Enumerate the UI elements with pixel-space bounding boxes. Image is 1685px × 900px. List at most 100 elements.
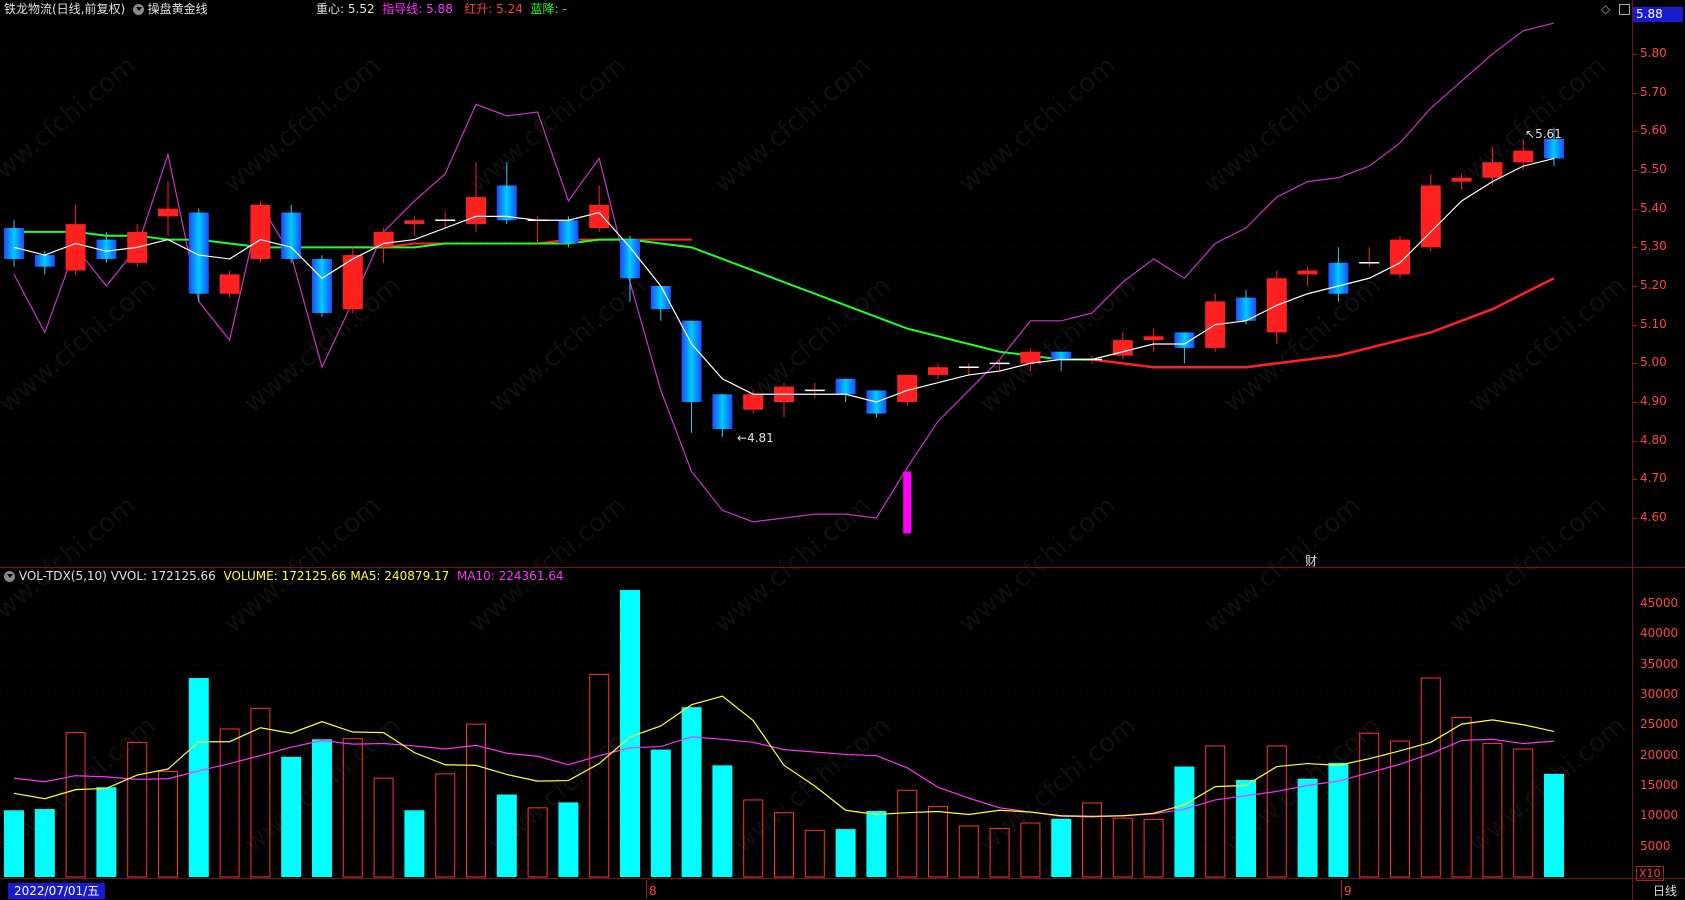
maximize-icon[interactable] — [1619, 4, 1630, 15]
volume-bar-up — [342, 738, 363, 878]
volume-bar-down — [1544, 773, 1564, 877]
volume-bar-up — [804, 829, 825, 878]
volume-bar-up — [219, 728, 240, 878]
price-chart[interactable] — [0, 0, 1633, 568]
volume-bar-up — [435, 773, 456, 878]
diamond-icon[interactable]: ◇ — [1601, 2, 1611, 16]
candle-up — [1020, 351, 1041, 364]
month-9-tick — [1341, 880, 1342, 898]
candle-down — [620, 239, 640, 279]
volume-bar-up — [158, 770, 178, 878]
indicator-dropdown-icon[interactable] — [132, 4, 144, 15]
axis-divider — [1632, 0, 1633, 900]
volume-bar-up — [743, 799, 764, 878]
volume-bar-down — [34, 809, 55, 877]
candle-down — [4, 228, 24, 259]
volume-bar-down — [496, 794, 517, 877]
candle-up — [1390, 239, 1410, 275]
price-tick-label: 5.60 — [1640, 123, 1667, 138]
volume-tick-label: 30000 — [1640, 687, 1679, 701]
price-tick-mark — [1633, 324, 1637, 326]
candle-up — [928, 367, 948, 375]
volume-bar-up — [774, 812, 794, 878]
moving-average-line — [13, 157, 1555, 403]
candle-up — [250, 204, 271, 259]
candle-down — [681, 320, 702, 402]
volume-bar-down — [681, 707, 702, 877]
volume-tick-label: 20000 — [1640, 747, 1679, 762]
candle-down — [34, 255, 55, 267]
candle-up — [1143, 336, 1164, 341]
period-label[interactable]: 日线 — [1652, 884, 1677, 898]
candle-up — [342, 255, 363, 310]
volume-bar-up — [127, 741, 148, 878]
stock-title[interactable]: 铁龙物流(日线,前复权) — [4, 2, 126, 16]
ma5-value: 240879.17 — [384, 569, 450, 583]
volume-tick-label: 5000 — [1640, 838, 1671, 853]
start-date: 2022/07/01/五 — [8, 883, 106, 899]
volume-bar-down — [1297, 778, 1318, 877]
price-tick-mark — [1633, 440, 1637, 442]
volume-bar-up — [589, 673, 610, 878]
price-tick-mark — [1633, 54, 1637, 55]
volume-bar-down — [1328, 762, 1349, 877]
falling-green-line — [14, 230, 1092, 361]
price-tick-label: 5.10 — [1640, 316, 1667, 331]
volume-tick-label: 40000 — [1640, 626, 1679, 641]
volume-bar-up — [928, 806, 948, 878]
candle-down — [496, 185, 517, 221]
price-tick-mark — [1633, 92, 1637, 94]
volume-bar-down — [650, 749, 671, 877]
volume-bar-down — [281, 756, 302, 877]
financial-report-marker[interactable]: 财 — [1305, 554, 1318, 568]
high-arrow-icon: ↖ — [1525, 127, 1536, 141]
price-tick-label: 5.20 — [1640, 278, 1667, 292]
price-tick-label: 4.80 — [1640, 432, 1667, 447]
candle-down — [1544, 139, 1564, 159]
candle-down — [558, 220, 579, 244]
volume-bar-up — [1359, 732, 1380, 878]
volume-bar-up — [1451, 716, 1472, 878]
volume-bar-down — [1174, 766, 1195, 877]
candle-up — [1297, 270, 1318, 275]
volume-bar-up — [1266, 745, 1287, 878]
price-tick-mark — [1633, 131, 1637, 133]
candle-down — [96, 239, 117, 259]
month-8-tick — [646, 880, 647, 898]
volume-header: VOL-TDX(5,10) VVOL: 172125.66 VOLUME: 17… — [4, 568, 564, 584]
volume-bar-up — [897, 789, 918, 878]
volume-bar-down — [558, 802, 579, 877]
volume-dropdown-icon[interactable] — [4, 571, 15, 582]
volume-bar-down — [96, 787, 117, 877]
volume-value: 172125.66 — [281, 569, 347, 583]
zhidao-value: 5.88 — [426, 2, 453, 16]
panel-divider[interactable] — [0, 567, 1685, 568]
price-tick-mark — [1633, 479, 1637, 481]
candle-down — [650, 286, 671, 310]
indicator-name[interactable]: 操盘黄金线 — [147, 2, 208, 16]
volume-bar-up — [1020, 822, 1041, 878]
candle-up — [1513, 150, 1534, 163]
lanjiang-value: - — [562, 2, 567, 16]
candle-up — [65, 224, 86, 271]
volume-bar-up — [1420, 677, 1441, 878]
candle-down — [1236, 297, 1256, 321]
price-tick-mark — [1633, 208, 1637, 210]
volume-tick-label: 35000 — [1640, 656, 1679, 671]
volume-indicator-name[interactable]: VOL-TDX(5,10) — [18, 569, 107, 583]
candle-up — [1482, 162, 1503, 178]
low-price-marker: ←4.81 — [737, 431, 774, 445]
candle-up — [897, 374, 918, 402]
candle-up — [1112, 340, 1133, 356]
volume-bar-up — [989, 827, 1010, 878]
price-tick-label: 4.90 — [1640, 394, 1667, 408]
volume-ma5-line — [13, 695, 1555, 817]
volume-tick-label: 25000 — [1640, 717, 1679, 732]
volume-bar-down — [312, 739, 332, 877]
volume-bar-up — [1143, 818, 1164, 878]
volume-label: VOLUME: — [223, 569, 278, 583]
volume-bar-down — [1236, 779, 1256, 877]
volume-chart[interactable] — [0, 568, 1633, 878]
volume-bar-down — [866, 810, 887, 877]
volume-bar-up — [1205, 745, 1226, 878]
